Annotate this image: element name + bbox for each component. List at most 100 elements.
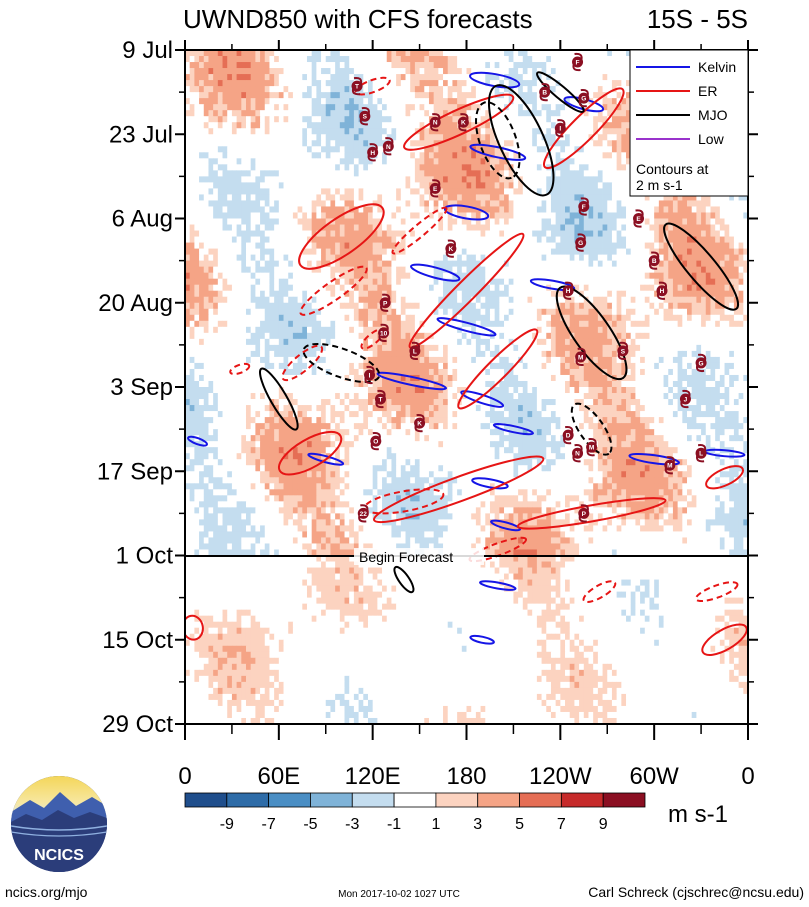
- field-cell: [344, 194, 350, 201]
- field-cell: [194, 224, 200, 231]
- field-cell: [457, 56, 463, 63]
- field-cell: [532, 86, 538, 93]
- field-cell: [546, 158, 552, 165]
- field-cell: [550, 128, 557, 135]
- field-cell: [597, 86, 603, 93]
- field-cell: [569, 278, 575, 286]
- field-cell: [278, 260, 284, 268]
- field-cell: [396, 122, 402, 129]
- field-cell: [475, 158, 481, 165]
- field-cell: [494, 188, 500, 195]
- field-cell: [255, 188, 261, 195]
- field-cell: [396, 290, 402, 298]
- field-cell: [255, 164, 261, 171]
- field-cell: [579, 260, 585, 268]
- field-cell: [550, 152, 557, 159]
- field-cell: [508, 290, 514, 298]
- field-cell: [396, 158, 402, 165]
- field-cell: [325, 272, 331, 280]
- field-cell: [466, 56, 472, 63]
- field-cell: [687, 236, 693, 243]
- field-cell: [447, 284, 453, 292]
- field-cell: [255, 296, 261, 304]
- field-cell: [311, 80, 317, 87]
- field-cell: [278, 104, 284, 111]
- field-cell: [213, 62, 219, 69]
- field-cell: [541, 248, 547, 256]
- field-cell: [269, 128, 275, 135]
- field-cell: [480, 272, 486, 280]
- field-cell: [217, 104, 223, 111]
- field-cell: [616, 230, 622, 237]
- field-cell: [504, 62, 510, 69]
- field-cell: [339, 140, 345, 147]
- field-cell: [565, 92, 571, 99]
- field-cell: [199, 110, 205, 117]
- field-cell: [335, 266, 341, 274]
- field-cell: [668, 254, 674, 262]
- field-cell: [222, 236, 228, 243]
- field-cell: [494, 230, 500, 237]
- field-cell: [292, 68, 298, 75]
- field-cell: [269, 206, 275, 213]
- field-cell: [278, 128, 284, 135]
- field-cell: [330, 278, 336, 286]
- field-cell: [475, 50, 481, 57]
- field-cell: [597, 230, 603, 237]
- field-cell: [217, 170, 223, 177]
- field-cell: [546, 272, 552, 280]
- field-cell: [602, 206, 608, 213]
- field-cell: [321, 230, 327, 237]
- field-cell: [518, 188, 524, 195]
- field-cell: [522, 92, 528, 99]
- field-cell: [419, 128, 425, 135]
- field-cell: [288, 176, 294, 183]
- field-cell: [461, 290, 467, 298]
- field-cell: [616, 104, 622, 111]
- field-cell: [250, 152, 256, 159]
- field-cell: [367, 56, 374, 63]
- field-cell: [424, 284, 430, 292]
- field-cell: [527, 194, 533, 201]
- field-cell: [306, 86, 313, 93]
- field-cell: [278, 200, 284, 207]
- field-cell: [443, 116, 449, 123]
- field-cell: [616, 116, 622, 123]
- field-cell: [194, 80, 200, 87]
- field-cell: [499, 290, 505, 298]
- field-cell: [264, 218, 270, 225]
- field-cell: [574, 86, 580, 93]
- field-cell: [255, 284, 261, 292]
- field-cell: [353, 128, 359, 135]
- field-cell: [588, 74, 594, 81]
- field-cell: [386, 98, 392, 105]
- field-cell: [386, 122, 392, 129]
- field-cell: [672, 254, 679, 262]
- field-cell: [306, 122, 313, 129]
- field-cell: [513, 242, 519, 249]
- field-cell: [414, 86, 420, 93]
- field-cell: [560, 194, 566, 201]
- field-cell: [330, 230, 336, 237]
- field-cell: [382, 98, 388, 105]
- field-cell: [213, 110, 219, 117]
- field-cell: [321, 194, 327, 201]
- field-cell: [227, 272, 233, 280]
- field-cell: [555, 68, 561, 75]
- field-cell: [560, 164, 566, 171]
- field-cell: [372, 212, 378, 219]
- field-cell: [452, 176, 458, 183]
- field-cell: [405, 188, 411, 195]
- field-cell: [396, 284, 402, 292]
- field-cell: [428, 194, 435, 201]
- field-cell: [292, 284, 298, 292]
- field-cell: [400, 146, 406, 153]
- field-cell: [583, 182, 589, 189]
- field-cell: [536, 248, 542, 256]
- field-cell: [489, 92, 496, 99]
- field-cell: [185, 254, 191, 262]
- field-cell: [372, 266, 378, 274]
- field-cell: [260, 104, 266, 111]
- field-cell: [264, 134, 270, 141]
- field-cell: [264, 212, 270, 219]
